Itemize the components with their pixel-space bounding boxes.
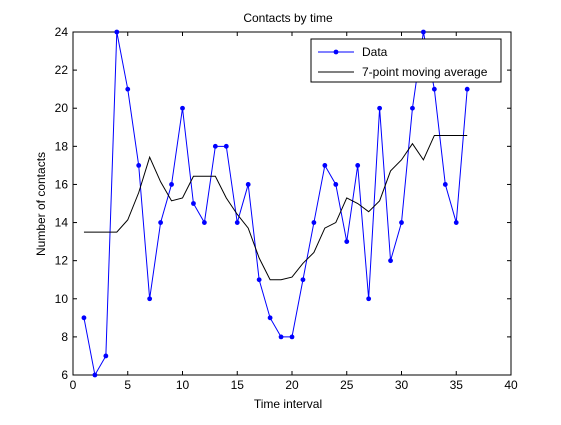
data-point	[125, 86, 131, 92]
data-point	[278, 334, 284, 340]
data-point	[202, 220, 207, 225]
data-point	[212, 143, 218, 149]
x-axis-label: Time interval	[254, 397, 322, 411]
data-point	[234, 220, 240, 225]
data-point	[453, 220, 459, 225]
x-tick-label: 10	[176, 378, 190, 392]
data-point	[355, 162, 361, 168]
y-tick-label: 18	[55, 139, 69, 153]
data-point	[223, 143, 229, 149]
data-point	[344, 239, 350, 245]
y-tick-label: 22	[55, 63, 69, 77]
y-tick-label: 12	[55, 254, 69, 268]
data-point	[442, 182, 448, 187]
data-point	[267, 315, 273, 321]
x-tick-label: 25	[340, 378, 354, 392]
legend-data-marker	[333, 49, 339, 55]
data-point	[191, 201, 196, 206]
data-point	[92, 372, 98, 378]
data-point	[399, 220, 404, 225]
y-tick-label: 20	[55, 101, 69, 115]
data-point	[421, 29, 426, 35]
data-point	[322, 162, 328, 168]
data-point	[147, 296, 153, 302]
data-point	[431, 86, 437, 92]
y-tick-label: 6	[61, 368, 68, 382]
y-tick-label: 16	[55, 177, 69, 191]
data-point	[410, 105, 415, 111]
data-point	[300, 277, 306, 283]
data-series-line	[83, 31, 468, 377]
data-point	[114, 29, 120, 35]
legend: Data 7-point moving average	[310, 38, 502, 83]
data-point	[169, 182, 174, 187]
x-tick-label: 5	[124, 378, 131, 392]
data-point	[81, 315, 87, 321]
y-axis-label: Number of contacts	[34, 152, 48, 256]
x-tick-label: 20	[285, 378, 299, 392]
data-point	[377, 105, 382, 111]
y-tick-label: 10	[55, 292, 69, 306]
data-point	[256, 277, 262, 283]
data-point	[180, 105, 185, 111]
y-tick-label: 24	[55, 25, 69, 39]
data-point	[136, 162, 142, 168]
x-tick-label: 35	[450, 378, 464, 392]
moving-average-line	[83, 134, 468, 281]
data-point	[245, 182, 251, 187]
data-point	[289, 334, 295, 340]
legend-average-label: 7-point moving average	[362, 65, 488, 79]
data-point	[388, 258, 393, 264]
data-point	[464, 86, 470, 92]
legend-data-label: Data	[362, 45, 388, 59]
y-tick-label: 14	[55, 216, 69, 230]
x-tick-label: 40	[504, 378, 518, 392]
plot-area: 0 5 10 15 20 25 30 35 40 6 8 10 12 14 16 18 20 22 24	[55, 25, 518, 392]
x-tick-label: 0	[70, 378, 77, 392]
legend-box	[310, 38, 502, 83]
chart-title: Contacts by time	[243, 11, 333, 25]
axes-box	[72, 31, 512, 376]
data-point	[103, 353, 109, 359]
y-tick-label: 8	[61, 330, 68, 344]
x-tick-label: 15	[231, 378, 245, 392]
data-point	[158, 220, 164, 225]
x-tick-label: 30	[395, 378, 409, 392]
data-point	[366, 296, 372, 302]
data-point	[333, 182, 339, 187]
data-point	[311, 220, 317, 225]
